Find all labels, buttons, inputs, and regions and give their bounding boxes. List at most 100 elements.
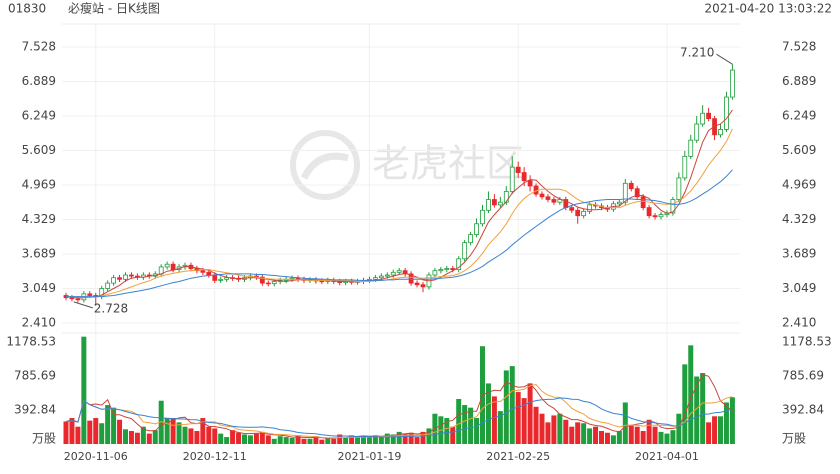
- volume-bar: [676, 413, 682, 444]
- volume-bar: [497, 411, 503, 444]
- y-tick-label-right: 7.528: [782, 40, 816, 54]
- y-tick-label: 4.329: [22, 212, 56, 226]
- volume-bar: [355, 436, 361, 444]
- candle-body: [450, 268, 456, 271]
- volume-bar: [164, 418, 170, 444]
- candle-body: [616, 201, 622, 205]
- volume-bar: [253, 433, 259, 444]
- volume-bar: [658, 431, 664, 444]
- volume-bar: [527, 383, 533, 444]
- volume-bar: [230, 430, 236, 444]
- y-tick-label: 7.528: [22, 40, 56, 54]
- volume-bar: [491, 396, 497, 444]
- candle-body: [123, 274, 128, 280]
- candle-body: [676, 177, 682, 200]
- volume-bar: [301, 438, 307, 444]
- y-tick-label: 6.889: [22, 74, 56, 88]
- candle-body: [646, 207, 652, 217]
- candle-body: [700, 112, 706, 125]
- candle-body: [295, 277, 301, 280]
- y-tick-label-right: 392.84: [782, 403, 824, 417]
- candle-body: [474, 223, 479, 235]
- volume-bar: [521, 398, 527, 444]
- candle-body: [212, 274, 218, 281]
- volume-bar: [575, 422, 581, 444]
- candle-body: [569, 207, 575, 211]
- candle-body: [224, 277, 230, 280]
- candle-body: [706, 112, 711, 120]
- y-tick-label: 2.410: [22, 316, 56, 330]
- watermark-text: 老虎社区: [372, 142, 524, 186]
- candle-body: [575, 209, 581, 217]
- volume-bar: [694, 376, 700, 444]
- y-tick-label: 4.969: [22, 178, 56, 192]
- y-tick-label-right: 2.410: [782, 316, 816, 330]
- volume-bar: [117, 419, 123, 444]
- volume-bar: [93, 418, 99, 444]
- x-tick-label: 2020-11-06: [64, 450, 128, 463]
- candle-body: [420, 284, 426, 288]
- volume-bar: [402, 433, 408, 444]
- volume-bar: [146, 433, 152, 444]
- volume-bar: [140, 426, 146, 444]
- candle-body: [462, 242, 468, 260]
- volume-bar: [378, 436, 384, 444]
- candle-body: [539, 193, 545, 198]
- volume-bar: [718, 416, 723, 444]
- candle-body: [491, 199, 497, 206]
- volume-bar: [664, 433, 670, 444]
- volume-bar: [99, 423, 105, 444]
- candle-body: [670, 199, 676, 214]
- volume-bar: [81, 336, 87, 444]
- volume-bar: [212, 428, 218, 444]
- volume-bar: [581, 423, 587, 444]
- volume-bar: [468, 407, 474, 444]
- volume-bar: [283, 437, 289, 444]
- moving-average-line: [66, 128, 733, 298]
- candle-body: [438, 269, 444, 272]
- candle-body: [414, 282, 420, 286]
- candle-body: [87, 293, 93, 296]
- candle-body: [456, 258, 462, 271]
- candle-body: [170, 263, 176, 271]
- volume-bar: [105, 405, 111, 444]
- volume-bar: [628, 424, 634, 444]
- candle-body: [682, 155, 688, 179]
- x-tick-label: 2021-04-01: [635, 450, 699, 463]
- volume-bar: [372, 435, 378, 444]
- volume-bar: [604, 432, 610, 444]
- volume-bar: [236, 432, 242, 444]
- volume-bar: [182, 426, 188, 444]
- candle-body: [390, 271, 396, 276]
- candle-body: [432, 270, 438, 276]
- candle-body: [587, 204, 592, 212]
- candle-body: [545, 196, 551, 200]
- volume-bar: [682, 364, 688, 444]
- volume-bar: [587, 428, 593, 444]
- y-tick-label-right: 3.689: [782, 247, 816, 261]
- volume-bar: [610, 435, 616, 444]
- volume-bar: [134, 432, 140, 444]
- candle-body: [503, 191, 509, 203]
- candle-body: [200, 270, 206, 273]
- volume-bar: [224, 437, 230, 444]
- y-tick-label-right: 6.889: [782, 74, 816, 88]
- candle-body: [271, 281, 277, 285]
- candle-body: [622, 182, 628, 203]
- volume-bar: [123, 429, 128, 444]
- y-tick-label-right: 4.329: [782, 212, 816, 226]
- y-tick-label-right: 3.049: [782, 281, 816, 295]
- candle-body: [694, 123, 700, 141]
- volume-bar: [170, 418, 176, 444]
- volume-bar: [450, 426, 456, 444]
- candle-body: [164, 263, 170, 268]
- moving-average-line: [65, 109, 733, 299]
- volume-bar: [259, 431, 265, 444]
- volume-bar: [408, 432, 414, 444]
- y-tick-label-right: 4.969: [782, 178, 816, 192]
- volume-bar: [557, 413, 563, 444]
- candle-body: [730, 69, 735, 98]
- volume-bar: [295, 435, 301, 444]
